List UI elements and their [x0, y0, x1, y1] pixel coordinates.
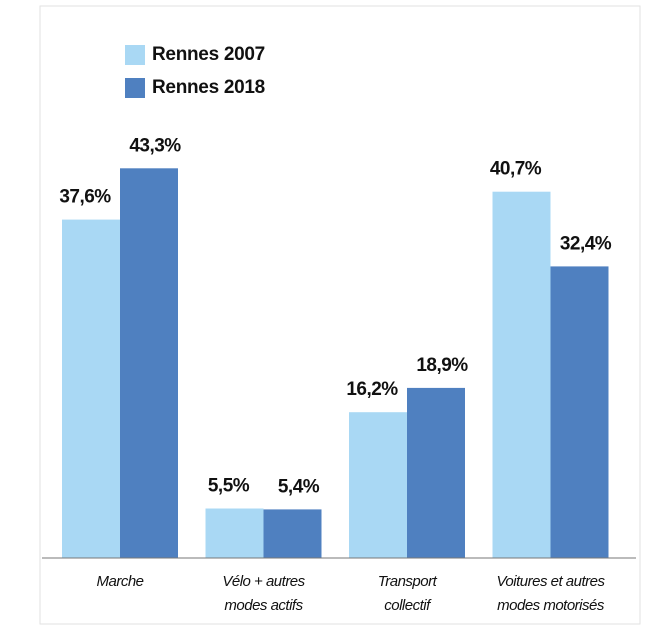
- value-label: 32,4%: [560, 233, 612, 254]
- x-tick-label: Transport: [378, 573, 438, 590]
- value-label: 16,2%: [346, 379, 398, 400]
- legend-label: Rennes 2007: [152, 44, 265, 65]
- x-tick-label: modes actifs: [224, 597, 303, 614]
- legend-swatch: [125, 78, 145, 98]
- bar: [349, 412, 407, 558]
- bar: [120, 168, 178, 559]
- x-tick-label: Vélo + autres: [222, 573, 305, 590]
- bar: [62, 219, 120, 558]
- value-label: 37,6%: [59, 187, 111, 208]
- bar: [550, 266, 609, 558]
- x-tick-label: Marche: [96, 573, 143, 590]
- value-label: 5,4%: [278, 476, 320, 497]
- bar: [205, 508, 264, 558]
- bar: [492, 191, 551, 558]
- x-tick-label: collectif: [384, 597, 432, 614]
- value-label: 18,9%: [416, 355, 468, 376]
- bar: [407, 387, 465, 558]
- value-label: 43,3%: [129, 135, 181, 156]
- legend-swatch: [125, 45, 145, 65]
- value-label: 40,7%: [490, 159, 542, 180]
- x-tick-label: modes motorisés: [497, 597, 605, 614]
- bar: [263, 509, 322, 558]
- legend-label: Rennes 2018: [152, 77, 265, 98]
- value-label: 5,5%: [208, 476, 250, 497]
- x-tick-label: Voitures et autres: [496, 573, 605, 590]
